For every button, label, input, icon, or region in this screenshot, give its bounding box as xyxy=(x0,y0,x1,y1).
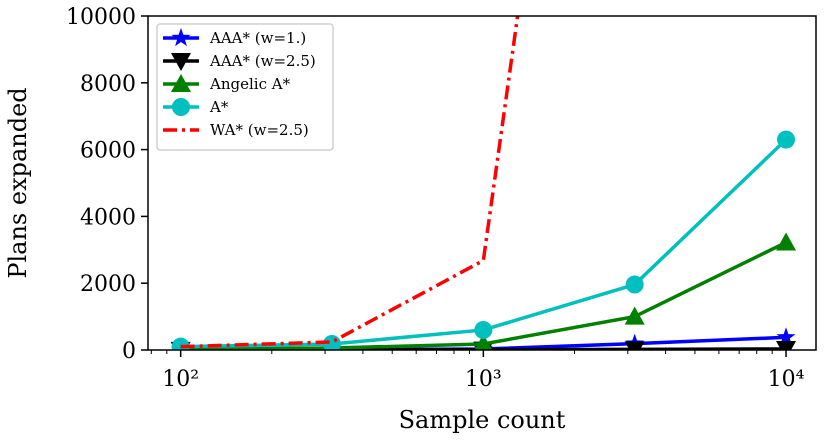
x-tick-label: 10⁴ xyxy=(768,367,805,392)
data-point xyxy=(776,327,796,346)
legend-label: AAA* (w=2.5) xyxy=(209,52,316,70)
series-line xyxy=(180,138,788,349)
data-point xyxy=(474,320,493,339)
legend: AAA* (w=1.) AAA* (w=2.5) Angelic A* A* WA* (… xyxy=(156,23,334,151)
y-tick-label: 10000 xyxy=(66,5,136,30)
y-axis-label: Plans expanded xyxy=(4,87,32,278)
data-point xyxy=(776,340,797,350)
y-tick-label: 4000 xyxy=(80,205,136,230)
data-point xyxy=(776,232,797,251)
data-point xyxy=(625,275,644,294)
legend-box xyxy=(156,23,334,151)
y-tick-label: 2000 xyxy=(80,272,136,297)
data-point xyxy=(624,341,645,350)
y-tick-label: 8000 xyxy=(80,72,136,97)
data-point xyxy=(624,306,645,325)
legend-marker xyxy=(172,98,190,116)
x-tick-label: 10² xyxy=(162,367,199,392)
series-3 xyxy=(171,130,796,350)
legend-label: WA* (w=2.5) xyxy=(210,121,309,139)
legend-marker xyxy=(171,74,191,92)
legend-label: AAA* (w=1.) xyxy=(209,29,306,47)
x-axis-label: Sample count xyxy=(399,406,566,434)
plot-frame xyxy=(147,15,817,351)
y-tick-label: 0 xyxy=(122,339,136,364)
data-point xyxy=(777,130,796,149)
legend-marker xyxy=(171,28,191,47)
series-line xyxy=(180,16,520,349)
data-point xyxy=(474,333,493,350)
x-tick-label: 10³ xyxy=(465,367,502,392)
y-tick-label: 6000 xyxy=(80,139,136,164)
legend-label: Angelic A* xyxy=(209,75,291,93)
series-4 xyxy=(180,16,520,349)
axes: 0 2000 4000 6000 8000 10000 10² 10³ 10⁴ xyxy=(66,5,817,392)
legend-label: A* xyxy=(209,98,229,116)
legend-marker xyxy=(171,53,191,71)
